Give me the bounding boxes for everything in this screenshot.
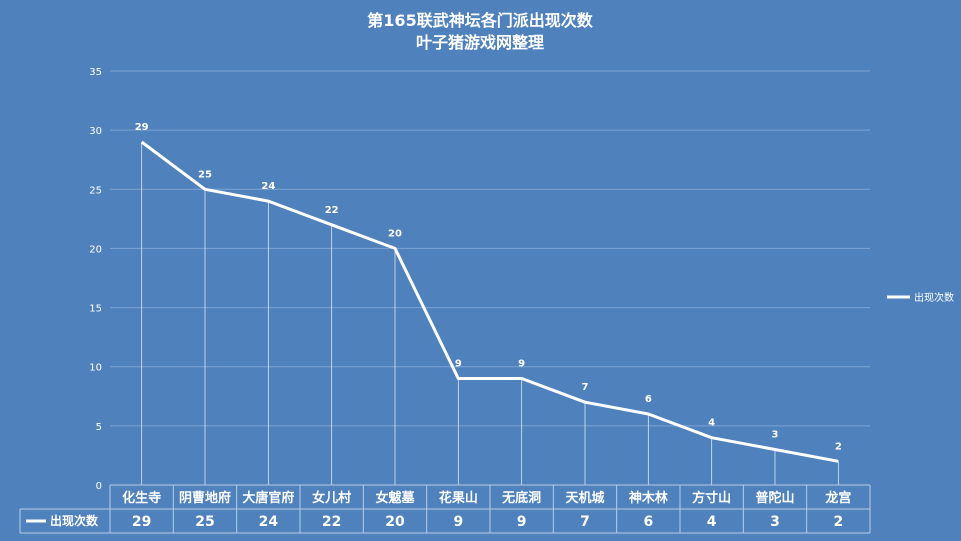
y-tick-label: 30: [89, 126, 102, 137]
x-category-label: 女魃墓: [375, 490, 415, 506]
table-value: 9: [517, 514, 527, 530]
table-value: 3: [770, 514, 780, 530]
table-value: 7: [580, 514, 590, 530]
data-label: 9: [518, 359, 525, 370]
series-line-group: [140, 140, 839, 463]
drop-lines: [141, 141, 839, 485]
gridlines: [110, 70, 870, 427]
x-category-label: 女儿村: [312, 490, 351, 506]
chart-subtitle: 叶子猪游戏网整理: [416, 33, 544, 52]
y-tick-label: 35: [89, 67, 102, 78]
data-label: 24: [261, 181, 275, 192]
y-tick-label: 20: [89, 244, 102, 255]
y-axis: 0 5 10 15 20 25 30 35: [89, 67, 102, 492]
y-tick-label: 0: [96, 481, 102, 492]
table-value: 6: [643, 514, 653, 530]
data-label: 9: [455, 359, 462, 370]
data-label: 4: [708, 418, 715, 429]
data-label: 22: [325, 205, 339, 216]
x-category-label: 阴曹地府: [179, 490, 231, 506]
table-value: 4: [707, 514, 717, 530]
data-label: 2: [835, 441, 842, 452]
x-category-label: 神木林: [629, 490, 668, 506]
table-value: 2: [833, 514, 843, 530]
data-labels: 29 25 24 22 20 9 9 7 6 4 3 2: [135, 122, 842, 452]
legend-label: 出现次数: [914, 291, 954, 304]
y-tick-label: 5: [96, 422, 102, 433]
x-category-label: 无底洞: [501, 490, 541, 506]
data-label: 7: [582, 382, 589, 393]
table-series-label: 出现次数: [50, 513, 99, 528]
table-value: 25: [195, 514, 214, 530]
table-value: 29: [132, 514, 151, 530]
table-value: 20: [385, 514, 405, 530]
data-label: 6: [645, 394, 652, 405]
x-category-label: 大唐官府: [242, 490, 294, 506]
y-tick-label: 10: [89, 363, 102, 374]
series-line-出现次数: [140, 140, 839, 463]
x-category-label: 普陀山: [755, 490, 794, 506]
x-category-label: 化生寺: [122, 490, 161, 506]
data-label: 29: [135, 122, 149, 133]
chart-title: 第165联武神坛各门派出现次数: [367, 11, 593, 30]
x-category-label: 龙宫: [825, 490, 851, 506]
x-category-label: 花果山: [439, 490, 478, 506]
table-value: 24: [259, 514, 279, 530]
x-category-label: 天机城: [565, 490, 604, 506]
table-value: 22: [322, 514, 341, 530]
x-category-label: 方寸山: [692, 490, 731, 506]
table-value: 9: [453, 514, 463, 530]
legend: 出现次数: [887, 291, 954, 304]
y-tick-label: 15: [89, 304, 102, 315]
data-label: 25: [198, 169, 212, 180]
data-label: 20: [388, 228, 402, 239]
y-tick-label: 25: [89, 185, 102, 196]
data-label: 3: [772, 430, 779, 441]
